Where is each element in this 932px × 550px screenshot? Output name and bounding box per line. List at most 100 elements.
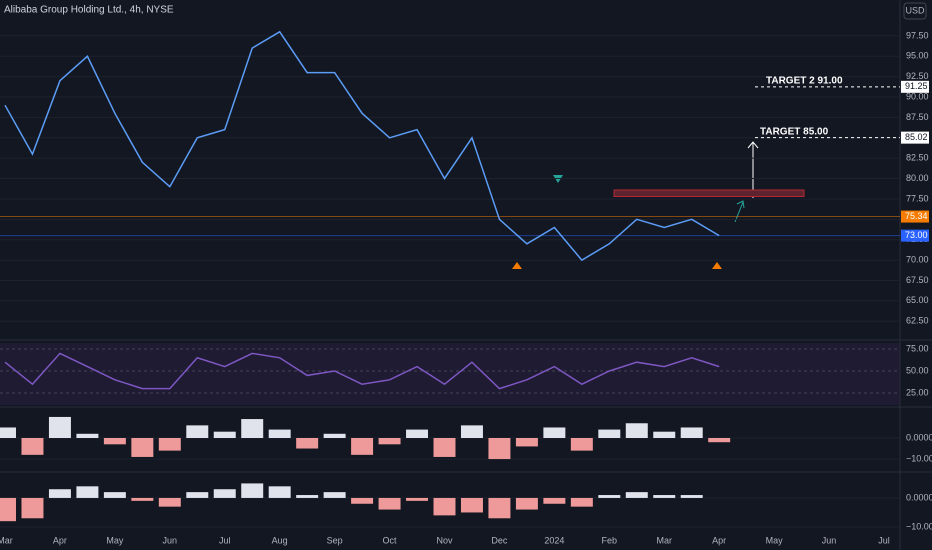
histogram-bar [21, 497, 44, 519]
y-tick-label: 92.50 [906, 71, 929, 81]
histogram-bar [323, 433, 346, 438]
histogram-bar [186, 425, 209, 438]
price-tag [901, 210, 929, 223]
series-line [4, 352, 720, 390]
histogram-bar [433, 438, 456, 457]
histogram-bar [131, 497, 154, 501]
x-tick-label: Feb [602, 535, 618, 545]
y-tick-label: 95.00 [906, 51, 929, 61]
histogram-bar [406, 429, 429, 438]
histogram-bar [378, 497, 401, 510]
histogram-bar [460, 497, 483, 513]
y-tick-label: 97.50 [906, 30, 929, 40]
histogram-bar [653, 495, 676, 498]
y-tick-label: 82.50 [906, 153, 929, 163]
target-tag [901, 80, 929, 93]
y-tick-label: 25.00 [906, 387, 929, 397]
target-text: TARGET 85.00 [760, 126, 829, 137]
y-tick-label: 0.0000 [906, 492, 932, 502]
histogram-bar [433, 497, 456, 516]
y-tick-label: −10.00 [906, 453, 932, 463]
price-tag-label: 75.34 [905, 211, 928, 221]
target-tag-label: 91.25 [905, 81, 928, 91]
target-tag [901, 131, 929, 144]
histogram-bar [21, 438, 44, 455]
x-tick-label: 2024 [544, 535, 564, 545]
histogram-bar [296, 495, 319, 498]
histogram-bar [76, 433, 99, 438]
histogram-bar [543, 497, 566, 504]
histogram-bar [48, 416, 71, 438]
x-tick-label: Mar [657, 535, 673, 545]
histogram-bar [48, 489, 71, 498]
y-tick-label: 70.00 [906, 254, 929, 264]
histogram-bar [296, 438, 319, 449]
breakout-arrow [734, 200, 745, 223]
histogram-bar [351, 497, 374, 504]
histogram-bar [268, 429, 291, 438]
y-tick-label: 0.0000 [906, 432, 932, 442]
up-arrow [512, 262, 522, 269]
histogram-bar [241, 419, 264, 438]
x-tick-label: Jul [878, 535, 890, 545]
histogram-bar [351, 438, 374, 455]
y-tick-label: 90.00 [906, 91, 929, 101]
histogram-bar [158, 497, 181, 507]
histogram-bar [570, 438, 593, 451]
x-tick-label: Jul [219, 535, 231, 545]
currency-box [903, 2, 927, 20]
histogram-bar [515, 438, 538, 447]
histogram-bar [460, 425, 483, 438]
histogram-bar [0, 427, 16, 438]
chart-title: Alibaba Group Holding Ltd., 4h, NYSE [4, 5, 174, 16]
price-tag-label: 73.00 [905, 230, 928, 240]
rsi-band [0, 343, 900, 405]
target-tag-label: 85.02 [905, 132, 928, 142]
x-tick-label: Dec [491, 535, 508, 545]
histogram-bar [241, 483, 264, 498]
histogram-bar [103, 492, 126, 498]
histogram-bar [158, 438, 181, 451]
histogram-bar [543, 427, 566, 438]
histogram-bar [76, 486, 99, 498]
histogram-bar [0, 497, 16, 522]
target-arrow [747, 141, 759, 198]
x-tick-label: Jun [822, 535, 837, 545]
histogram-bar [653, 431, 676, 438]
resistance-zone [613, 189, 805, 197]
histogram-bar [598, 495, 621, 498]
histogram-bar [186, 492, 209, 498]
histogram-bar [625, 492, 648, 498]
histogram-bar [488, 438, 511, 460]
series-line [4, 30, 720, 262]
x-tick-label: Nov [436, 535, 453, 545]
y-tick-label: 75.00 [906, 343, 929, 353]
histogram-bar [268, 486, 291, 498]
histogram-bar [680, 427, 703, 438]
target-text: TARGET 2 91.00 [766, 75, 843, 86]
histogram-bar [323, 492, 346, 498]
histogram-bar [488, 497, 511, 519]
price-tag [901, 229, 929, 242]
histogram-bar [570, 497, 593, 507]
histogram-bar [213, 431, 236, 438]
x-tick-label: Jun [163, 535, 178, 545]
histogram-bar [625, 423, 648, 438]
x-tick-label: Apr [712, 535, 726, 545]
y-tick-label: 65.00 [906, 295, 929, 305]
up-arrow [712, 262, 722, 269]
y-tick-label: 62.50 [906, 316, 929, 326]
x-tick-label: Aug [272, 535, 288, 545]
histogram-bar [680, 495, 703, 498]
y-tick-label: 87.50 [906, 112, 929, 122]
histogram-bar [103, 438, 126, 445]
y-tick-label: 50.00 [906, 365, 929, 375]
histogram-bar [708, 438, 731, 443]
y-tick-label: 80.00 [906, 173, 929, 183]
histogram-bar [378, 438, 401, 445]
histogram-bar [131, 438, 154, 457]
histogram-bar [598, 429, 621, 438]
histogram-bar [406, 497, 429, 501]
